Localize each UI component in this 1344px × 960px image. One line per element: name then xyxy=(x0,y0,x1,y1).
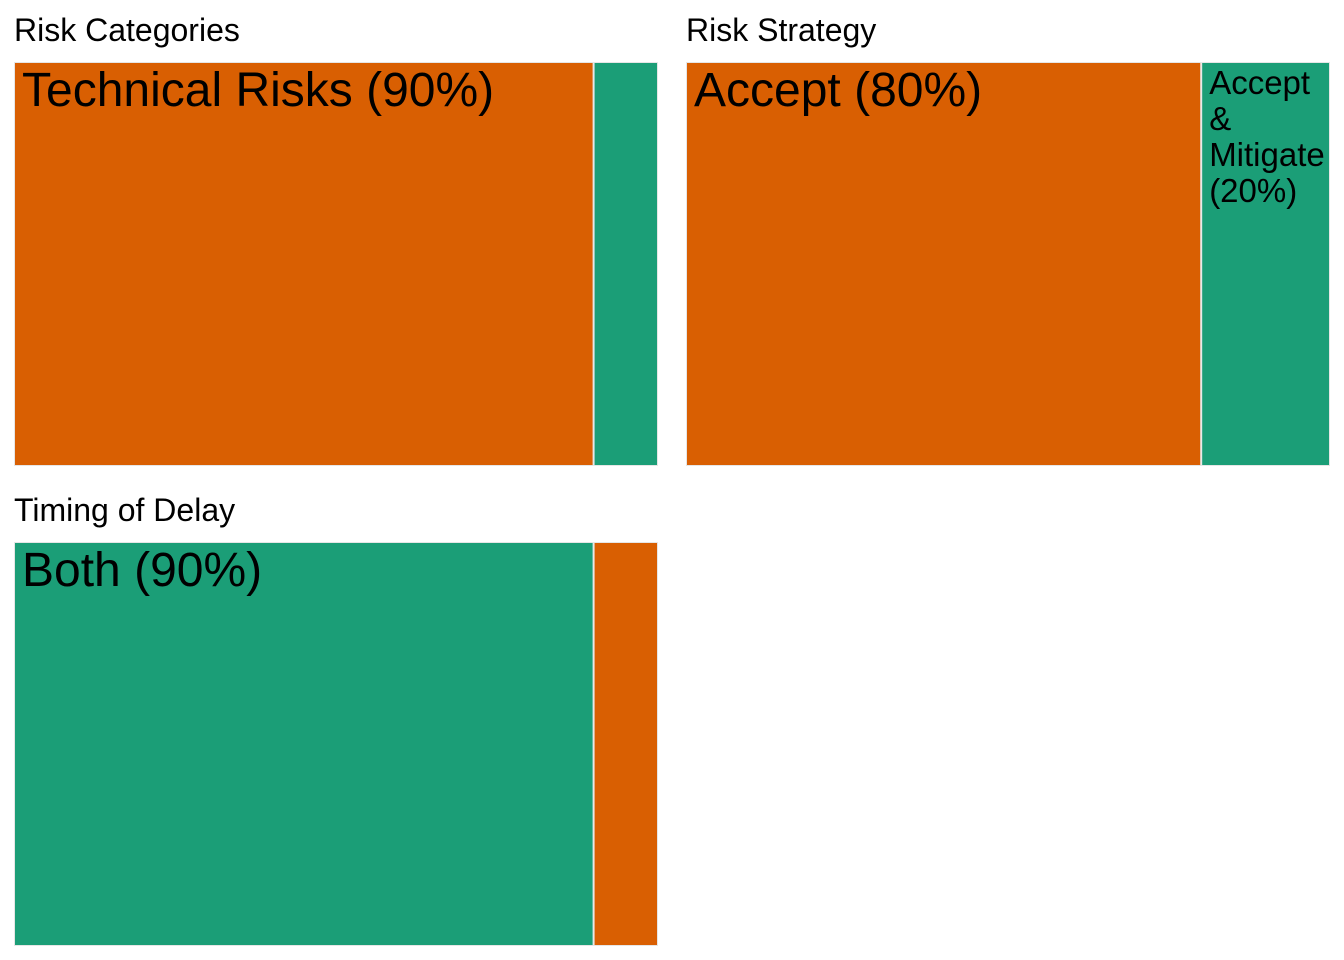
treemap-tile-label: Both (90%) xyxy=(22,544,262,597)
chart-title: Risk Strategy xyxy=(686,12,877,48)
treemap-tile xyxy=(14,542,594,946)
chart-panel-risk-categories: Risk Categories Technical Risks (90%) xyxy=(14,12,658,468)
treemap-tile xyxy=(686,62,1202,466)
treemap-tile xyxy=(1201,62,1330,466)
treemap-tile-label: Accept (80%) xyxy=(694,64,982,117)
treemap-tile xyxy=(593,542,658,946)
chart-panel-risk-strategy: Risk Strategy Accept (80%) Accept & Mitigat… xyxy=(686,12,1330,468)
treemap: Both (90%) xyxy=(14,542,658,946)
chart-panel-timing-of-delay: Timing of Delay Both (90%) xyxy=(14,492,658,948)
treemap-tile xyxy=(593,62,658,466)
treemap-tile-label: Technical Risks (90%) xyxy=(22,64,494,117)
chart-title: Risk Categories xyxy=(14,12,240,48)
treemap: Accept (80%) Accept & Mitigate (20%) xyxy=(686,62,1330,466)
treemap-tile xyxy=(14,62,594,466)
treemap-tile-label: Accept & Mitigate (20%) xyxy=(1209,64,1325,209)
chart-title: Timing of Delay xyxy=(14,492,236,528)
treemap: Technical Risks (90%) xyxy=(14,62,658,466)
